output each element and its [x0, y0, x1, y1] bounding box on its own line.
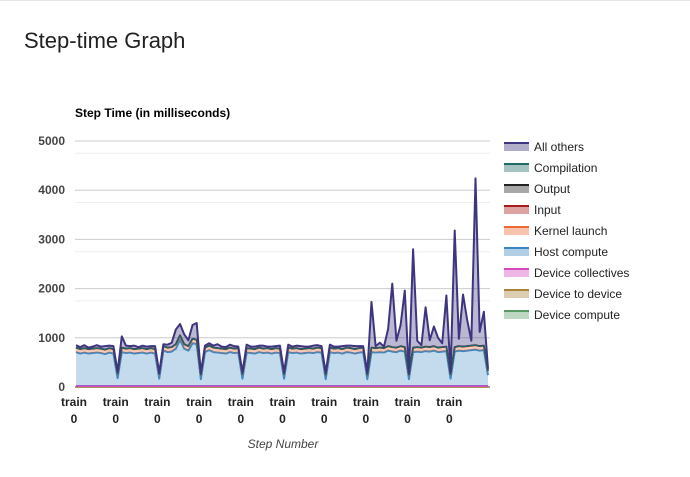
legend-swatch: [504, 311, 529, 319]
legend-swatch: [504, 248, 529, 256]
x-tick-label: train: [436, 395, 462, 409]
x-tick-label: train: [228, 395, 254, 409]
legend-item: Compilation: [504, 161, 597, 175]
area-kernel-launch: [76, 335, 488, 380]
legend-swatch: [504, 290, 529, 298]
x-tick-label: train: [103, 395, 129, 409]
legend-swatch: [504, 164, 529, 172]
legend-label: All others: [534, 140, 584, 154]
legend-item: Output: [504, 182, 571, 196]
x-tick-label: 0: [71, 412, 78, 426]
x-axis-label: Step Number: [248, 437, 320, 451]
legend-swatch: [504, 206, 529, 214]
y-tick-label: 2000: [38, 282, 65, 296]
top-divider: [0, 0, 690, 1]
y-tick-label: 1000: [38, 331, 65, 345]
legend-item: Device collectives: [504, 266, 629, 280]
x-tick-label: 0: [279, 412, 286, 426]
y-tick-label: 3000: [38, 232, 65, 246]
y-tick-label: 4000: [38, 183, 65, 197]
legend-label: Input: [534, 203, 561, 217]
legend-swatch: [504, 185, 529, 193]
legend-label: Output: [534, 182, 571, 196]
x-tick-label: train: [395, 395, 421, 409]
x-tick-label: 0: [321, 412, 328, 426]
legend-item: Device to device: [504, 287, 622, 301]
x-axis: train 0 train 0 train 0 train 0 train 0 train 0 trai…: [61, 395, 462, 426]
plot-area: [75, 177, 489, 388]
legend-item: Kernel launch: [504, 224, 607, 238]
x-tick-label: train: [353, 395, 379, 409]
legend-label: Compilation: [534, 161, 597, 175]
legend-swatch: [504, 227, 529, 235]
legend-label: Device collectives: [534, 266, 629, 280]
legend-label: Device compute: [534, 308, 620, 322]
x-tick-label: train: [269, 395, 295, 409]
chart-title: Step Time (in milliseconds): [75, 106, 230, 120]
line-all-others: [75, 177, 489, 374]
x-tick-label: train: [186, 395, 212, 409]
legend-item: All others: [504, 140, 584, 154]
legend-swatch: [504, 269, 529, 277]
x-tick-label: 0: [446, 412, 453, 426]
legend-label: Host compute: [534, 245, 608, 259]
y-tick-label: 0: [58, 380, 65, 394]
page-title: Step-time Graph: [24, 28, 186, 53]
x-tick-label: train: [144, 395, 170, 409]
legend-item: Host compute: [504, 245, 608, 259]
x-tick-label: 0: [237, 412, 244, 426]
legend-item: Input: [504, 203, 561, 217]
x-tick-label: 0: [196, 412, 203, 426]
legend-swatch: [504, 143, 529, 151]
x-tick-label: train: [61, 395, 87, 409]
legend-label: Kernel launch: [534, 224, 607, 238]
legend: All others Compilation Output Input Kernel l…: [504, 140, 629, 322]
y-axis: 0 1000 2000 3000 4000 5000: [38, 134, 65, 394]
x-tick-label: 0: [363, 412, 370, 426]
x-tick-label: 0: [404, 412, 411, 426]
x-tick-label: 0: [112, 412, 119, 426]
x-tick-label: 0: [154, 412, 161, 426]
area-host-compute: [76, 339, 488, 387]
area-all-others: [76, 178, 488, 375]
grid: [75, 140, 490, 388]
legend-item: Device compute: [504, 308, 620, 322]
x-tick-label: train: [311, 395, 337, 409]
legend-label: Device to device: [534, 287, 622, 301]
y-tick-label: 5000: [38, 134, 65, 148]
